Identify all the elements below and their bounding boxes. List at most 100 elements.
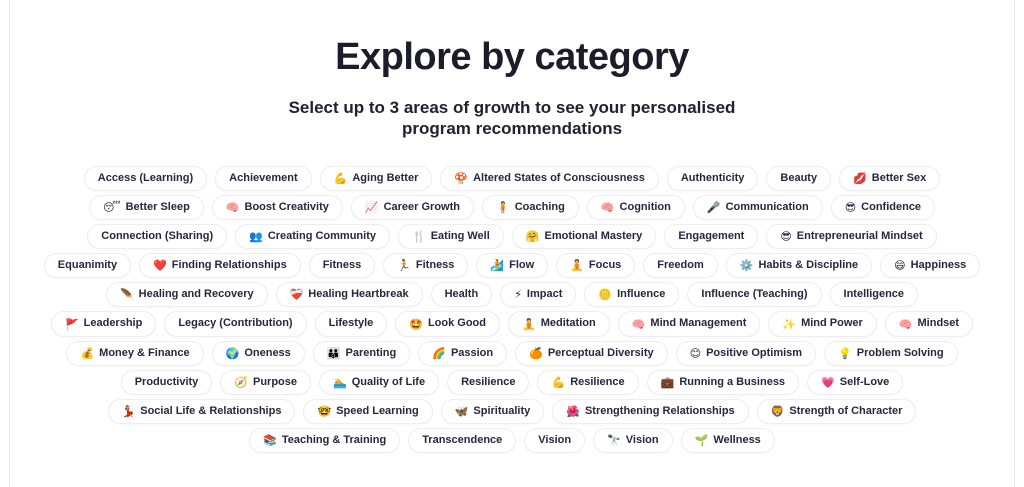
category-pill[interactable]: 🏊 Quality of Life xyxy=(319,369,440,395)
category-pill[interactable]: 🦁 Strength of Character xyxy=(756,399,917,425)
category-pill[interactable]: ✨ Mind Power xyxy=(768,311,877,337)
category-pill[interactable]: 😊 Positive Optimism xyxy=(675,340,817,366)
books-icon: 📚 xyxy=(263,434,277,448)
category-label: Problem Solving xyxy=(856,346,944,359)
category-pill[interactable]: 🪶 Healing and Recovery xyxy=(105,282,268,308)
lightbulb-icon: 💡 xyxy=(838,346,852,360)
category-pill[interactable]: 🧠 Cognition xyxy=(586,194,685,220)
category-pill[interactable]: Authenticity xyxy=(666,165,759,191)
category-pill[interactable]: ❤️ Finding Relationships xyxy=(139,253,301,279)
category-pill[interactable]: 🌈 Passion xyxy=(418,340,508,366)
category-label: Strength of Character xyxy=(789,405,903,417)
category-label: Happiness xyxy=(910,259,967,272)
category-pill[interactable]: Engagement xyxy=(664,223,759,250)
sunglasses-face-icon: 😎 xyxy=(844,200,857,214)
category-pill[interactable]: 🎤 Communication xyxy=(692,194,823,220)
category-pill[interactable]: 🌱 Wellness xyxy=(680,428,775,454)
category-pill[interactable]: 🌍 Oneness xyxy=(211,340,305,366)
chart-increasing-icon: 📈 xyxy=(364,200,379,214)
category-pill[interactable]: 💼 Running a Business xyxy=(646,369,800,395)
category-pill[interactable]: 🧠 Boost Creativity xyxy=(211,194,343,220)
category-pill[interactable]: 💋 Better Sex xyxy=(839,165,941,191)
category-pill[interactable]: 🧭 Purpose xyxy=(220,369,312,395)
category-pill[interactable]: 📚 Teaching & Training xyxy=(249,428,401,454)
category-pill[interactable]: 😴 Better Sleep xyxy=(88,194,204,220)
category-pill[interactable]: 🔭 Vision xyxy=(593,428,673,454)
category-pill[interactable]: 🪙 Influence xyxy=(584,282,680,308)
category-row: 🚩 Leadership Legacy (Contribution) Lifestyl… xyxy=(50,311,974,337)
category-pill[interactable]: 😄 Happiness xyxy=(880,253,981,279)
category-label: Equanimity xyxy=(57,259,118,272)
category-pill[interactable]: 😎 Entrepreneurial Mindset xyxy=(766,223,937,250)
category-row: Access (Learning) Achievement 💪 Aging Bette… xyxy=(83,165,941,191)
category-label: Health xyxy=(444,288,479,301)
category-pill[interactable]: 🍄 Altered States of Consciousness xyxy=(440,165,659,191)
category-pill[interactable]: 🧠 Mindset xyxy=(884,311,974,337)
category-label: Perceptual Diversity xyxy=(547,346,654,359)
category-label: Resilience xyxy=(461,375,516,388)
category-pill[interactable]: Equanimity xyxy=(43,253,132,279)
category-label: Social Life & Relationships xyxy=(140,405,282,417)
category-pill[interactable]: Access (Learning) xyxy=(83,165,208,191)
category-label: Creating Community xyxy=(267,229,376,242)
category-pill[interactable]: Legacy (Contribution) xyxy=(164,311,307,337)
category-label: Influence (Teaching) xyxy=(701,288,808,301)
category-pill[interactable]: 🚩 Leadership xyxy=(50,311,157,337)
lips-icon: 💋 xyxy=(853,171,867,185)
category-label: Look Good xyxy=(427,317,486,330)
category-pill[interactable]: 💗 Self-Love xyxy=(807,369,904,395)
category-pill[interactable]: 🤗 Emotional Mastery xyxy=(511,223,657,250)
category-pill[interactable]: ⚡ Impact xyxy=(500,282,577,308)
category-pill[interactable]: 👥 Creating Community xyxy=(235,223,390,250)
category-pill[interactable]: Productivity xyxy=(120,369,213,395)
category-pill[interactable]: Lifestyle xyxy=(314,311,388,337)
category-pill[interactable]: 🍊 Perceptual Diversity xyxy=(515,340,668,366)
category-pill[interactable]: ❤️‍🩹 Healing Heartbreak xyxy=(275,282,423,308)
category-pill[interactable]: Beauty xyxy=(766,165,832,191)
category-pill[interactable]: 💪 Aging Better xyxy=(319,165,433,191)
category-pill[interactable]: 🧠 Mind Management xyxy=(617,311,761,337)
category-pill[interactable]: ⚙️ Habits & Discipline xyxy=(725,253,873,279)
person-icon: 🧍 xyxy=(496,200,510,214)
category-pill[interactable]: Freedom xyxy=(643,253,718,279)
category-pill[interactable]: 😎 Confidence xyxy=(830,194,936,220)
hibiscus-icon: 🌺 xyxy=(566,405,580,419)
sleeping-face-icon: 😴 xyxy=(102,200,121,214)
category-pill[interactable]: Health xyxy=(430,282,493,308)
category-label: Passion xyxy=(450,346,494,359)
category-pill[interactable]: Connection (Sharing) xyxy=(87,223,228,250)
category-pill[interactable]: 🧍 Coaching xyxy=(482,194,579,220)
category-label: Coaching xyxy=(514,200,565,213)
category-pill[interactable]: Influence (Teaching) xyxy=(687,282,822,308)
category-label: Better Sleep xyxy=(125,200,190,213)
category-pill[interactable]: 🍴 Eating Well xyxy=(398,223,504,250)
category-pill[interactable]: Achievement xyxy=(215,165,312,191)
category-pill[interactable]: Vision xyxy=(524,428,586,454)
category-pill[interactable]: 🧘 Meditation xyxy=(508,311,610,337)
category-pill[interactable]: 💡 Problem Solving xyxy=(824,340,958,366)
category-pill[interactable]: 💰 Money & Finance xyxy=(66,340,204,366)
category-pill[interactable]: Transcendence xyxy=(408,428,517,454)
category-label: Impact xyxy=(526,288,563,301)
category-pill[interactable]: 🌺 Strengthening Relationships xyxy=(552,399,749,425)
category-label: Mind Management xyxy=(650,317,747,330)
category-pill[interactable]: 🧘 Focus xyxy=(556,253,636,279)
compass-icon: 🧭 xyxy=(234,375,248,389)
category-pill[interactable]: Intelligence xyxy=(829,282,919,308)
category-pill[interactable]: 🤓 Speed Learning xyxy=(303,399,433,425)
category-pill[interactable]: 📈 Career Growth xyxy=(350,194,474,220)
category-pill[interactable]: 👪 Parenting xyxy=(312,340,411,366)
category-label: Eating Well xyxy=(430,229,490,242)
category-pill[interactable]: Resilience xyxy=(447,369,530,395)
category-pill[interactable]: 🦋 Spirituality xyxy=(440,399,545,425)
category-label: Better Sex xyxy=(871,171,927,184)
category-pill[interactable]: 🤩 Look Good xyxy=(395,311,500,337)
category-label: Boost Creativity xyxy=(244,200,329,213)
category-label: Healing Heartbreak xyxy=(308,288,409,301)
category-pill[interactable]: 💪 Resilience xyxy=(537,369,639,395)
category-pill[interactable]: 🏃 Fitness xyxy=(383,253,469,279)
category-label: Confidence xyxy=(861,200,922,213)
category-pill[interactable]: 🏄 Flow xyxy=(476,253,549,279)
category-pill[interactable]: 💃 Social Life & Relationships xyxy=(107,399,296,425)
category-pill[interactable]: Fitness xyxy=(308,253,376,279)
